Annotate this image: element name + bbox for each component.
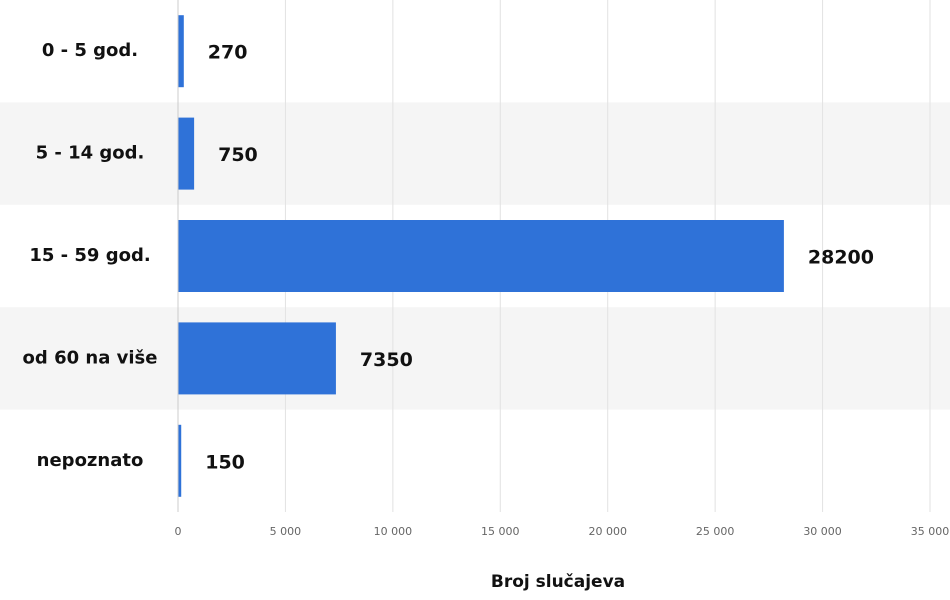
bar xyxy=(178,117,195,190)
x-tick-label: 15 000 xyxy=(481,525,520,538)
bar xyxy=(178,322,336,395)
row-band xyxy=(0,307,950,410)
value-label: 28200 xyxy=(808,247,874,269)
x-tick-label: 0 xyxy=(175,525,182,538)
bar xyxy=(178,424,182,497)
y-tick-label: nepoznato xyxy=(37,450,144,471)
y-tick-label: 0 - 5 god. xyxy=(42,40,138,61)
y-tick-label: 5 - 14 god. xyxy=(36,143,145,164)
y-tick-label: 15 - 59 god. xyxy=(29,245,150,266)
x-tick-label: 5 000 xyxy=(270,525,302,538)
bar xyxy=(178,220,784,292)
x-axis-title: Broj slučajeva xyxy=(491,572,625,592)
y-tick-label: od 60 na više xyxy=(23,347,158,368)
value-label: 270 xyxy=(208,42,248,64)
value-label: 150 xyxy=(205,451,245,473)
x-tick-label: 10 000 xyxy=(374,525,413,538)
x-tick-label: 30 000 xyxy=(803,525,842,538)
bar xyxy=(178,15,184,88)
row-band xyxy=(0,102,950,205)
value-label: 750 xyxy=(218,144,258,166)
x-tick-label: 25 000 xyxy=(696,525,735,538)
x-tick-label: 35 000 xyxy=(911,525,950,538)
value-label: 7350 xyxy=(360,349,413,371)
x-tick-label: 20 000 xyxy=(588,525,627,538)
